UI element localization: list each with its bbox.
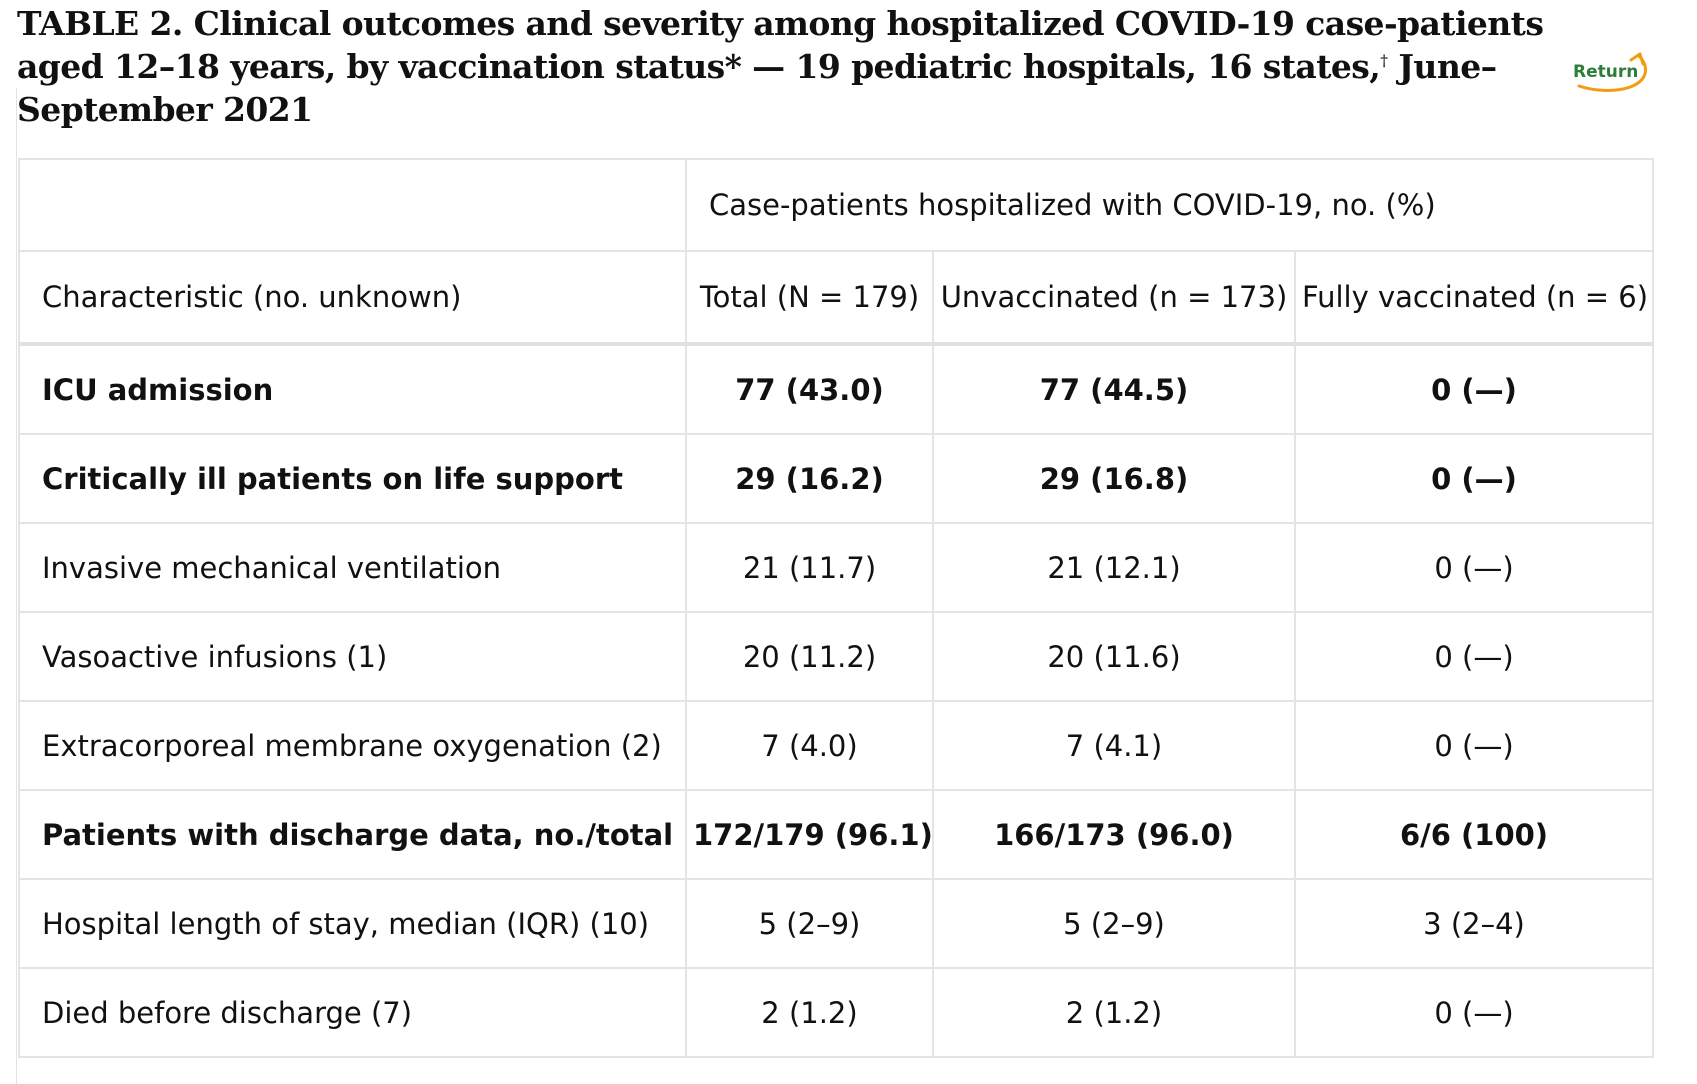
- outcomes-table-container: Case-patients hospitalized with COVID-19…: [18, 158, 1655, 1058]
- outcomes-table: Case-patients hospitalized with COVID-19…: [18, 158, 1655, 1058]
- table-row: Critically ill patients on life support …: [18, 433, 1655, 524]
- table-row: ICU admission 77 (43.0) 77 (44.5) 0 (—): [18, 343, 1655, 435]
- return-arrow-icon: [1577, 52, 1647, 92]
- return-link[interactable]: Return: [1573, 52, 1655, 94]
- cell-total: 2 (1.2): [685, 967, 934, 1058]
- column-header-total: Total (N = 179): [685, 250, 934, 346]
- cell-vaccinated: 6/6 (100): [1293, 789, 1655, 880]
- table-row: Vasoactive infusions (1) 20 (11.2) 20 (1…: [18, 611, 1655, 702]
- cell-unvaccinated: 7 (4.1): [932, 700, 1296, 791]
- table-row: Extracorporeal membrane oxygenation (2) …: [18, 700, 1655, 791]
- cell-vaccinated: 0 (—): [1293, 611, 1655, 702]
- cell-total: 20 (11.2): [685, 611, 934, 702]
- cell-vaccinated: 0 (—): [1293, 967, 1655, 1058]
- table-body: ICU admission 77 (43.0) 77 (44.5) 0 (—) …: [18, 343, 1655, 1058]
- column-header-unvaccinated: Unvaccinated (n = 173): [932, 250, 1296, 346]
- cell-unvaccinated: 2 (1.2): [932, 967, 1296, 1058]
- cell-total: 21 (11.7): [685, 522, 934, 613]
- row-label: Hospital length of stay, median (IQR) (1…: [18, 878, 687, 969]
- cell-total: 5 (2–9): [685, 878, 934, 969]
- table-title: TABLE 2. Clinical outcomes and severity …: [17, 2, 1577, 131]
- page-left-rule: [16, 88, 17, 1084]
- table-row: Invasive mechanical ventilation 21 (11.7…: [18, 522, 1655, 613]
- return-link-label: Return: [1573, 62, 1639, 82]
- column-header-fully-vaccinated: Fully vaccinated (n = 6): [1293, 250, 1655, 346]
- cell-total: 7 (4.0): [685, 700, 934, 791]
- row-label: ICU admission: [18, 343, 687, 435]
- cell-unvaccinated: 21 (12.1): [932, 522, 1296, 613]
- column-header-row: Characteristic (no. unknown) Total (N = …: [18, 250, 1655, 346]
- row-label: Patients with discharge data, no./total …: [18, 789, 687, 880]
- blank-header-cell: [18, 158, 687, 251]
- title-block: TABLE 2. Clinical outcomes and severity …: [17, 2, 1577, 131]
- table-row: Died before discharge (7) 2 (1.2) 2 (1.2…: [18, 967, 1655, 1058]
- table-row: Hospital length of stay, median (IQR) (1…: [18, 878, 1655, 969]
- cell-unvaccinated: 5 (2–9): [932, 878, 1296, 969]
- cell-unvaccinated: 20 (11.6): [932, 611, 1296, 702]
- column-header-characteristic: Characteristic (no. unknown): [18, 250, 687, 346]
- row-label: Extracorporeal membrane oxygenation (2): [18, 700, 687, 791]
- cell-total: 29 (16.2): [685, 433, 934, 524]
- table-title-main: TABLE 2. Clinical outcomes and severity …: [17, 4, 1544, 86]
- cell-vaccinated: 3 (2–4): [1293, 878, 1655, 969]
- row-label: Died before discharge (7): [18, 967, 687, 1058]
- cell-unvaccinated: 77 (44.5): [932, 343, 1296, 435]
- row-label: Invasive mechanical ventilation: [18, 522, 687, 613]
- table-row: Patients with discharge data, no./total …: [18, 789, 1655, 880]
- cell-vaccinated: 0 (—): [1293, 700, 1655, 791]
- group-header-row: Case-patients hospitalized with COVID-19…: [18, 158, 1655, 252]
- cell-vaccinated: 0 (—): [1293, 433, 1655, 524]
- row-label: Vasoactive infusions (1): [18, 611, 687, 702]
- cell-vaccinated: 0 (—): [1293, 522, 1655, 613]
- dagger-footnote-marker[interactable]: †: [1380, 51, 1388, 70]
- cell-unvaccinated: 29 (16.8): [932, 433, 1296, 524]
- group-header-cell: Case-patients hospitalized with COVID-19…: [684, 158, 1655, 252]
- cell-vaccinated: 0 (—): [1293, 343, 1655, 435]
- cell-total: 77 (43.0): [685, 343, 934, 435]
- row-label: Critically ill patients on life support: [18, 433, 687, 524]
- cell-unvaccinated: 166/173 (96.0): [932, 789, 1296, 880]
- table-title-tail: June–September 2021: [17, 47, 1497, 129]
- cell-total: 172/179 (96.1): [685, 789, 934, 880]
